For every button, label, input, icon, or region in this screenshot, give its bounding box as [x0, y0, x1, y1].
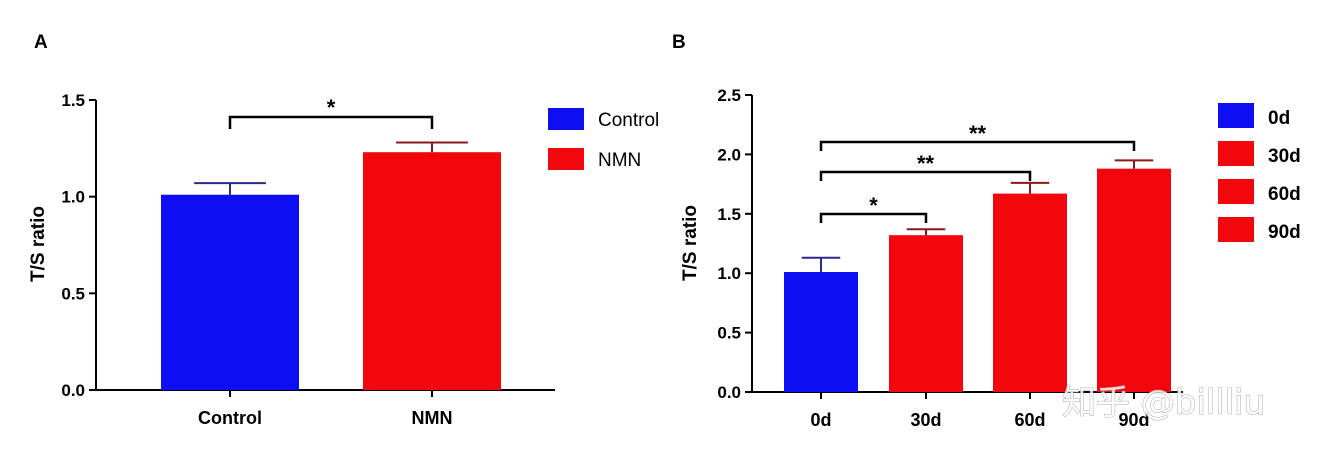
y-tick-label: 0.0 — [61, 381, 85, 400]
panel-b-y-ticks: 0.0 0.5 1.0 1.5 2.0 2.5 — [717, 86, 752, 402]
x-tick-label: NMN — [412, 408, 453, 428]
y-tick-label: 0.5 — [717, 324, 741, 343]
significance-bracket — [228, 115, 434, 129]
significance-label: * — [869, 193, 878, 218]
legend-label-0d: 0d — [1268, 108, 1290, 129]
x-tick-label: 0d — [810, 410, 831, 430]
y-tick-label: 1.5 — [61, 91, 85, 110]
panel-a-y-axis-label: T/S ratio — [28, 206, 49, 282]
panel-b-bars — [784, 168, 1171, 392]
legend-swatch-0d — [1218, 103, 1254, 128]
bar-NMN — [363, 152, 501, 390]
bar-90d — [1097, 168, 1171, 392]
x-tick-label: 30d — [910, 410, 941, 430]
bar-30d — [889, 235, 963, 392]
panel-a-error-bars — [194, 141, 468, 195]
panel-b-error-bars — [801, 159, 1154, 273]
panel-a-y-ticks: 0.0 0.5 1.0 1.5 — [61, 91, 96, 400]
y-tick-label: 0.0 — [717, 383, 741, 402]
x-tick-label: 90d — [1118, 410, 1149, 430]
panel-a-x-ticks: Control NMN — [198, 390, 453, 428]
panel-b-significance: ***** — [819, 121, 1136, 223]
legend-label-60d: 60d — [1268, 184, 1301, 205]
significance-label: * — [327, 95, 336, 120]
panel-b-letter: B — [672, 32, 686, 53]
y-tick-label: 1.5 — [717, 205, 741, 224]
panel-a-legend: Control NMN — [548, 108, 659, 171]
y-tick-label: 2.5 — [717, 86, 741, 105]
significance-bracket — [819, 212, 928, 223]
legend-swatch-60d — [1218, 179, 1254, 204]
significance-bracket — [819, 140, 1136, 151]
y-tick-label: 1.0 — [61, 188, 85, 207]
y-tick-label: 2.0 — [717, 145, 741, 164]
legend-swatch-NMN — [548, 148, 584, 170]
legend-swatch-90d — [1218, 217, 1254, 242]
legend-label-NMN: NMN — [598, 150, 641, 171]
legend-label-30d: 30d — [1268, 146, 1301, 167]
x-tick-label: 60d — [1014, 410, 1045, 430]
panel-a-bars — [161, 152, 501, 390]
panel-a-letter: A — [34, 32, 48, 53]
panel-a: A T/S ratio 0.0 0.5 1.0 1.5 Control NMN * Co… — [28, 32, 659, 428]
panel-a-significance: * — [228, 95, 434, 129]
bar-0d — [784, 272, 858, 392]
significance-label: ** — [917, 151, 935, 176]
legend-swatch-Control — [548, 108, 584, 130]
panel-b-y-axis-label: T/S ratio — [680, 205, 701, 281]
legend-label-90d: 90d — [1268, 222, 1301, 243]
legend-swatch-30d — [1218, 141, 1254, 166]
significance-bracket — [819, 170, 1032, 181]
x-tick-label: Control — [198, 408, 262, 428]
panel-b: B T/S ratio 0.0 0.5 1.0 1.5 2.0 2.5 0d 30d 60d 9… — [672, 32, 1301, 430]
panel-b-x-ticks: 0d 30d 60d 90d — [810, 392, 1150, 430]
y-tick-label: 1.0 — [717, 264, 741, 283]
bar-60d — [993, 193, 1067, 392]
bar-Control — [161, 194, 299, 390]
panel-b-legend: 0d 30d 60d 90d — [1218, 103, 1301, 243]
significance-label: ** — [969, 121, 987, 146]
legend-label-Control: Control — [598, 110, 659, 131]
y-tick-label: 0.5 — [61, 284, 85, 303]
watermark-text: 知乎 @billliu — [1062, 383, 1265, 423]
